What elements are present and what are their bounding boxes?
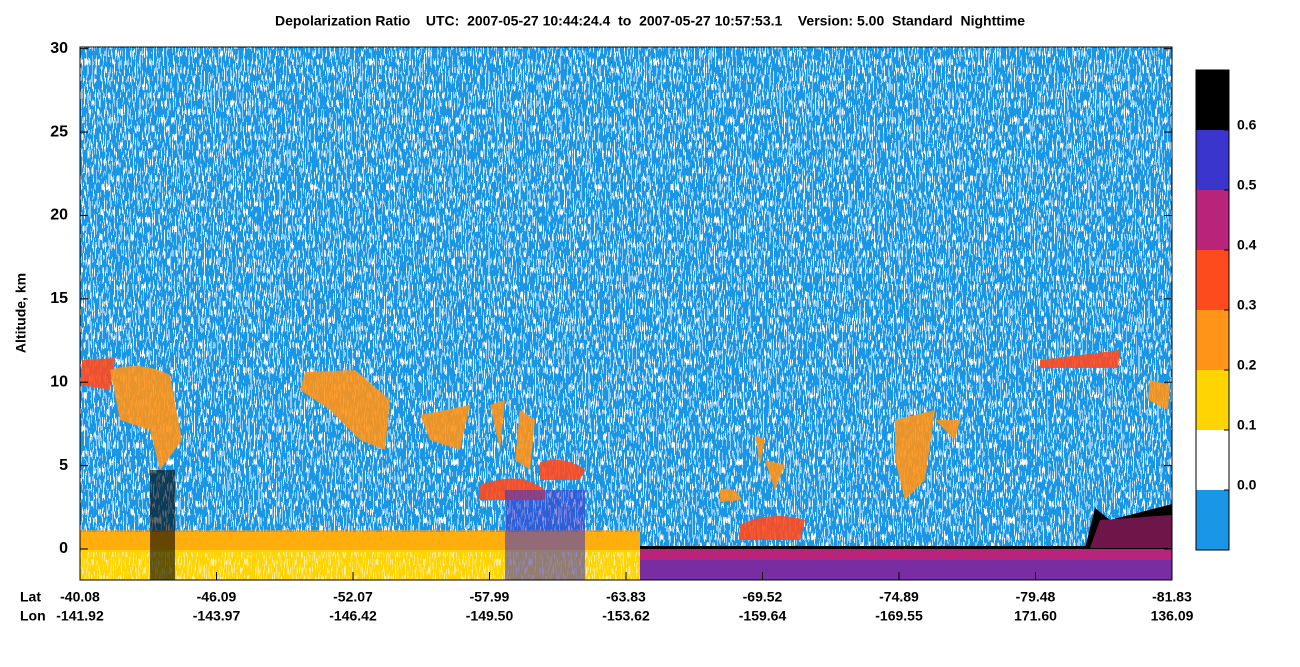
- colorbar-swatch: [1196, 430, 1229, 490]
- colorbar-swatch: [1196, 490, 1229, 550]
- y-tick-label: 5: [59, 457, 68, 474]
- y-tick-label: 20: [50, 207, 68, 224]
- colorbar-tick-label: 0.4: [1237, 237, 1257, 253]
- lat-label: -52.07: [333, 589, 373, 605]
- lat-label: -79.48: [1016, 589, 1056, 605]
- colorbar-tick-label: 0.3: [1237, 297, 1257, 313]
- lat-label: -74.89: [879, 589, 919, 605]
- lat-label: -57.99: [470, 589, 510, 605]
- y-axis-label: Altitude, km: [13, 273, 29, 353]
- colorbar-tick-label: 0.5: [1237, 177, 1257, 193]
- colorbar-swatch: [1196, 250, 1229, 310]
- lon-label: -169.55: [875, 608, 923, 624]
- colorbar-tick-label: 0.6: [1237, 117, 1257, 133]
- y-tick-label: 30: [50, 40, 68, 57]
- colorbar-swatch: [1196, 190, 1229, 250]
- x-row-name: Lon: [20, 608, 46, 624]
- lon-label: 136.09: [1151, 608, 1194, 624]
- colorbar-tick-label: 0.0: [1237, 477, 1257, 493]
- y-tick-label: 15: [50, 290, 68, 307]
- y-tick-label: 0: [59, 540, 68, 557]
- lat-label: -81.83: [1152, 589, 1192, 605]
- colorbar-swatch: [1196, 130, 1229, 190]
- lon-label: -153.62: [602, 608, 650, 624]
- lat-label: -69.52: [743, 589, 783, 605]
- lon-label: -146.42: [329, 608, 377, 624]
- colorbar-swatch: [1196, 370, 1229, 430]
- lon-label: -143.97: [193, 608, 241, 624]
- lat-label: -40.08: [60, 589, 100, 605]
- lat-label: -46.09: [197, 589, 237, 605]
- lon-label: -141.92: [56, 608, 104, 624]
- y-tick-label: 10: [50, 373, 68, 390]
- x-row-name: Lat: [20, 589, 41, 605]
- lat-label: -63.83: [606, 589, 646, 605]
- colorbar-swatch: [1196, 310, 1229, 370]
- y-tick-label: 25: [50, 123, 68, 140]
- colorbar-tick-label: 0.2: [1237, 357, 1257, 373]
- colorbar-swatch: [1196, 70, 1229, 130]
- curtain-image: [80, 47, 1172, 580]
- lon-label: 171.60: [1014, 608, 1057, 624]
- chart-title: Depolarization Ratio UTC: 2007-05-27 10:…: [275, 13, 1025, 29]
- lon-label: -159.64: [739, 608, 787, 624]
- colorbar-tick-label: 0.1: [1237, 417, 1257, 433]
- lon-label: -149.50: [466, 608, 514, 624]
